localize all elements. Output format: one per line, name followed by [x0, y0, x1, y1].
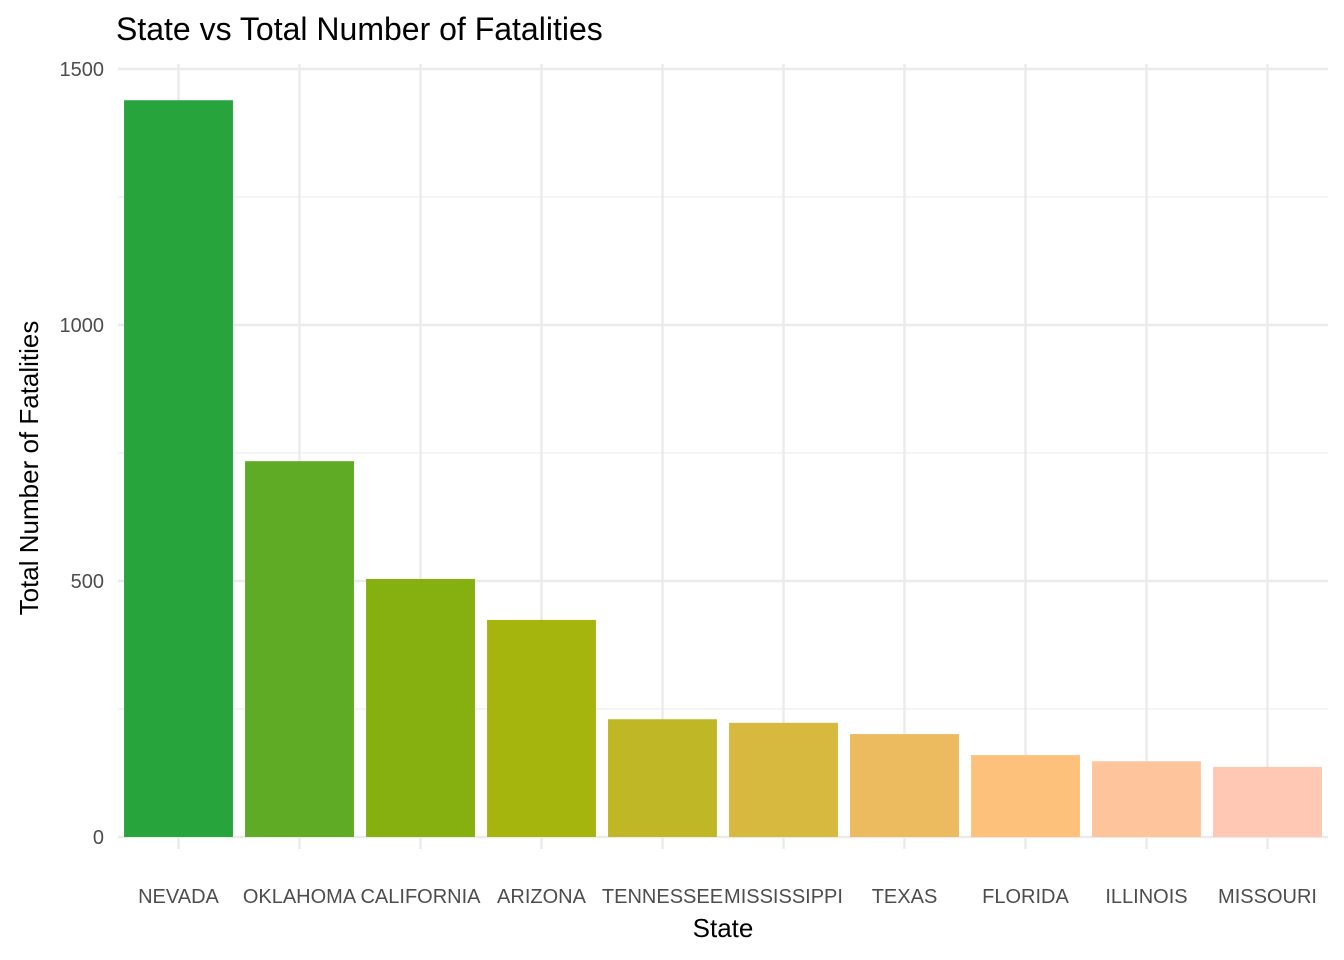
x-tick-label: ILLINOIS	[1105, 886, 1187, 908]
x-tick-label: MISSOURI	[1218, 886, 1317, 908]
x-tick-label: OKLAHOMA	[243, 886, 357, 908]
x-tick-label: TEXAS	[872, 886, 938, 908]
x-tick-label: TENNESSEE	[602, 886, 723, 908]
y-tick-label: 0	[93, 827, 104, 849]
x-tick-label: CALIFORNIA	[360, 886, 481, 908]
chart-title: State vs Total Number of Fatalities	[116, 11, 603, 47]
bar-texas	[850, 734, 959, 837]
bar-tennessee	[608, 719, 717, 837]
bar-florida	[971, 755, 1080, 837]
bar-nevada	[124, 100, 233, 838]
bar-california	[366, 578, 475, 837]
x-tick-label: FLORIDA	[982, 886, 1069, 908]
y-tick-label: 1500	[60, 59, 105, 81]
bar-mississippi	[729, 722, 838, 837]
y-axis-title: Total Number of Fatalities	[14, 321, 44, 616]
bar-oklahoma	[245, 461, 354, 837]
y-tick-label: 500	[71, 571, 104, 593]
bar-arizona	[487, 619, 596, 837]
x-tick-label: NEVADA	[138, 886, 219, 908]
bar-missouri	[1213, 766, 1322, 837]
x-axis-title: State	[693, 913, 754, 943]
bar-illinois	[1092, 761, 1201, 837]
y-tick-label: 1000	[60, 315, 105, 337]
x-tick-label: MISSISSIPPI	[724, 886, 843, 908]
x-tick-label: ARIZONA	[497, 886, 587, 908]
